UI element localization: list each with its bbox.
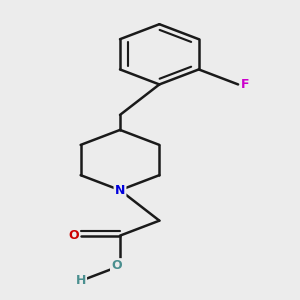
Text: F: F (241, 78, 250, 91)
Text: O: O (111, 260, 122, 272)
Text: H: H (75, 274, 86, 287)
Text: O: O (68, 229, 79, 242)
Text: N: N (115, 184, 125, 197)
